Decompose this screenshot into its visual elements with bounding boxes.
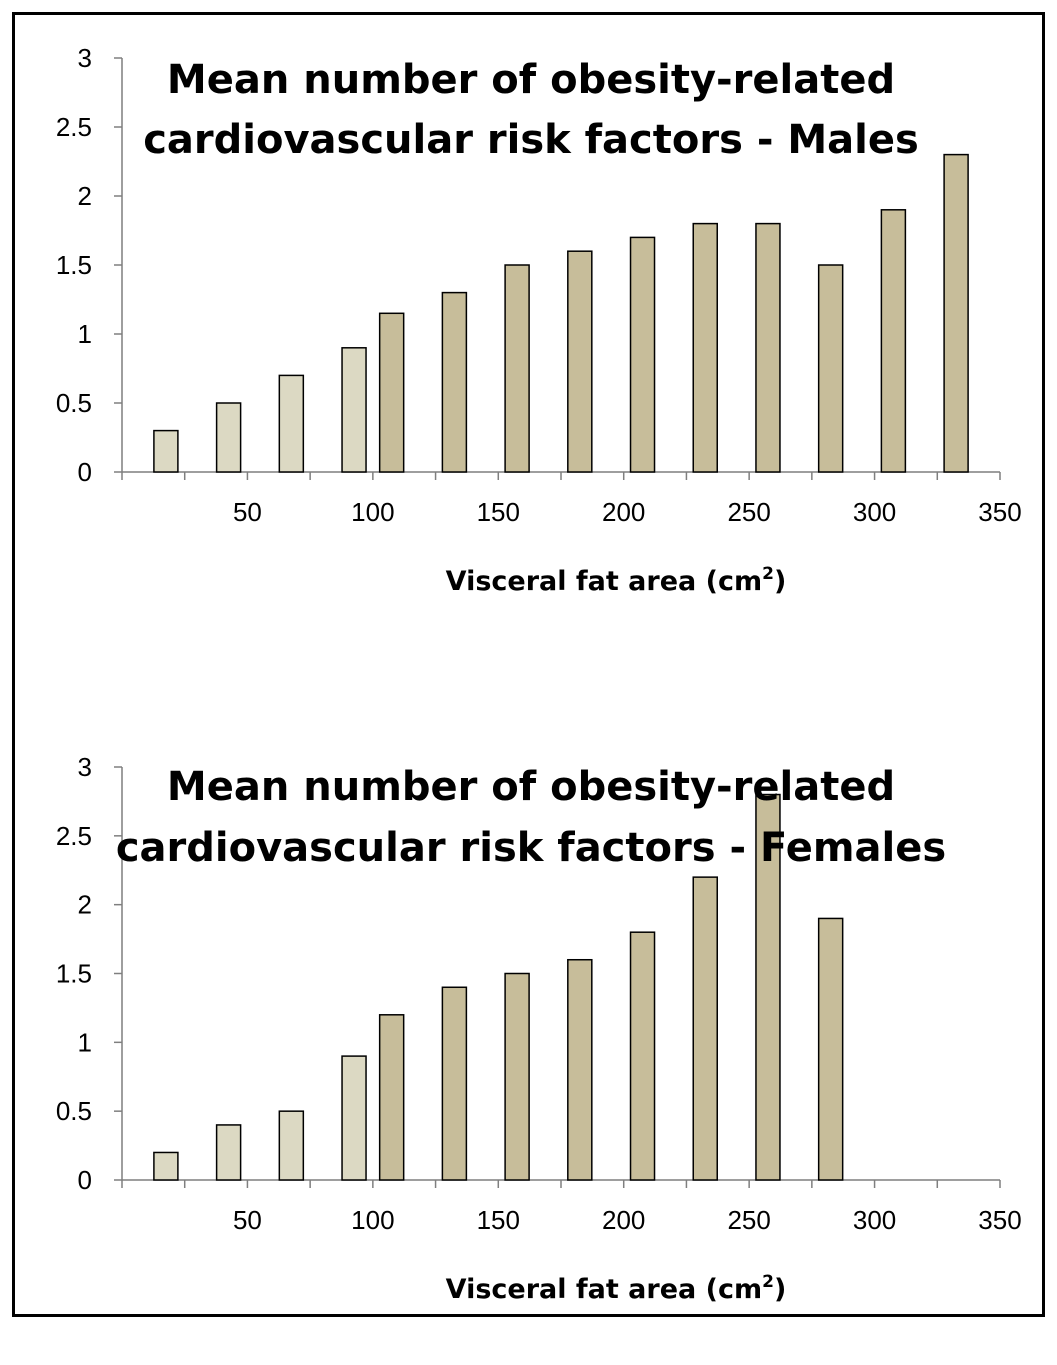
x-axis-title: Visceral fat area (cm2) <box>446 564 787 597</box>
y-tick-label: 0.5 <box>56 1096 92 1126</box>
bar <box>817 264 844 473</box>
bar <box>341 1055 367 1181</box>
bar <box>755 793 781 1181</box>
bar <box>629 931 656 1181</box>
bar <box>567 250 593 473</box>
x-axis-title: Visceral fat area (cm2) <box>446 1272 787 1305</box>
bar <box>692 876 718 1181</box>
bar <box>378 312 405 473</box>
chart-title-line1: Mean number of obesity-related <box>167 764 895 810</box>
bar <box>278 374 305 473</box>
bar <box>215 1124 242 1181</box>
y-tick-label: 0.5 <box>56 388 92 418</box>
bar <box>378 1014 405 1181</box>
bar <box>153 429 179 473</box>
chart-title-line2: cardiovascular risk factors - Males <box>143 117 919 163</box>
y-tick-label: 3 <box>78 752 92 782</box>
y-tick-label: 2 <box>78 890 92 920</box>
bar <box>215 402 242 473</box>
chart-title-line2: cardiovascular risk factors - Females <box>116 825 946 871</box>
x-tick-label: 100 <box>351 497 394 527</box>
chart-title-line1: Mean number of obesity-related <box>167 57 895 103</box>
x-tick-label: 350 <box>978 1205 1021 1235</box>
y-tick-label: 2.5 <box>56 112 92 142</box>
y-tick-label: 0 <box>78 1165 92 1195</box>
y-tick-label: 3 <box>78 43 92 73</box>
bar <box>629 236 656 473</box>
bar <box>153 1151 179 1181</box>
x-tick-label: 150 <box>477 497 520 527</box>
y-tick-label: 1 <box>78 1027 92 1057</box>
x-tick-label: 50 <box>233 497 262 527</box>
bar <box>441 986 468 1181</box>
bar <box>278 1110 305 1181</box>
bar <box>504 264 530 473</box>
x-tick-label: 100 <box>351 1205 394 1235</box>
x-tick-label: 50 <box>233 1205 262 1235</box>
x-tick-label: 250 <box>727 497 770 527</box>
bar <box>441 291 468 473</box>
x-tick-label: 300 <box>853 497 896 527</box>
x-tick-label: 200 <box>602 1205 645 1235</box>
x-tick-label: 200 <box>602 497 645 527</box>
bar <box>567 958 593 1181</box>
x-tick-label: 300 <box>853 1205 896 1235</box>
bar <box>817 917 844 1181</box>
y-tick-label: 2 <box>78 181 92 211</box>
bar <box>692 222 718 473</box>
x-tick-label: 350 <box>978 497 1021 527</box>
bar <box>504 972 530 1181</box>
y-tick-label: 1.5 <box>56 250 92 280</box>
y-tick-label: 0 <box>78 457 92 487</box>
bar <box>341 347 367 473</box>
bar <box>755 222 781 473</box>
figure-frame <box>12 12 1045 1317</box>
bar <box>943 153 969 473</box>
x-tick-label: 250 <box>727 1205 770 1235</box>
y-tick-label: 1 <box>78 319 92 349</box>
y-tick-label: 1.5 <box>56 959 92 989</box>
x-tick-label: 150 <box>477 1205 520 1235</box>
bar <box>880 209 907 473</box>
y-tick-label: 2.5 <box>56 821 92 851</box>
